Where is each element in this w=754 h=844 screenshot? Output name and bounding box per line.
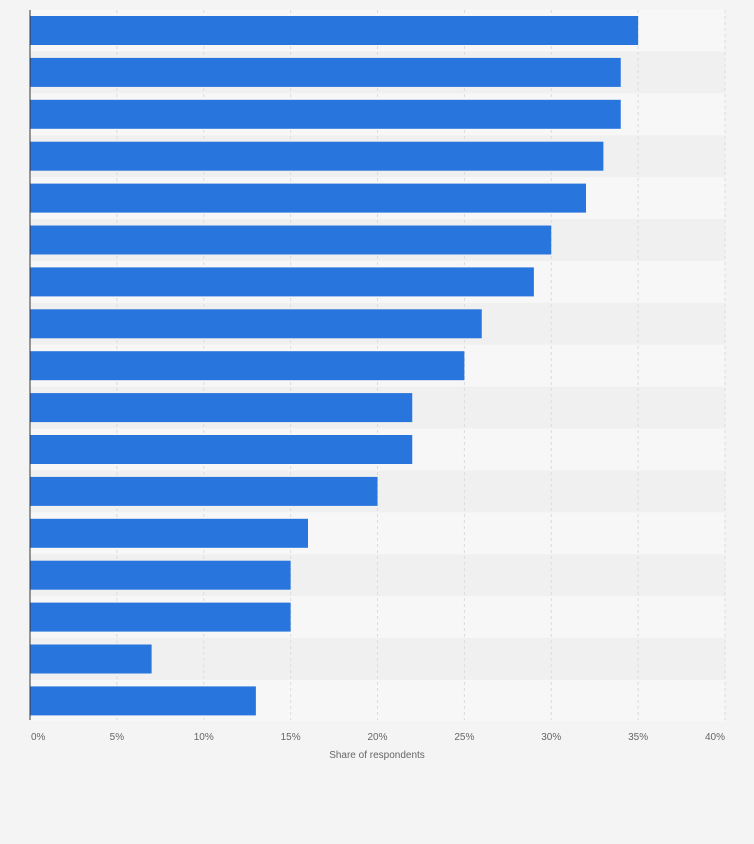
bar[interactable] — [30, 99, 621, 129]
bar[interactable] — [30, 476, 378, 506]
bar[interactable] — [30, 225, 552, 255]
bar[interactable] — [30, 686, 256, 716]
bar[interactable] — [30, 351, 465, 381]
x-tick-label: 20% — [367, 732, 387, 743]
bar[interactable] — [30, 267, 534, 297]
x-tick-label: 15% — [281, 732, 301, 743]
bar[interactable] — [30, 435, 413, 464]
bar[interactable] — [30, 309, 482, 339]
bar[interactable] — [30, 183, 586, 213]
x-tick-label: 10% — [194, 732, 214, 743]
x-tick-label: 35% — [628, 732, 648, 743]
x-axis-title: Share of respondents — [329, 750, 425, 761]
bar[interactable] — [30, 57, 621, 87]
bar[interactable] — [30, 560, 291, 590]
x-tick-label: 40% — [705, 732, 725, 743]
x-tick-label: 30% — [541, 732, 561, 743]
x-tick-label: 25% — [454, 732, 474, 743]
bar[interactable] — [30, 141, 604, 171]
x-tick-label: 5% — [110, 732, 125, 743]
bar[interactable] — [30, 602, 291, 632]
bar[interactable] — [30, 644, 152, 674]
bar[interactable] — [30, 518, 308, 548]
x-axis-ticks: 0% 5% 10% 15% 20% 25% 30% 35% 40% — [31, 732, 725, 743]
x-tick-label: 0% — [31, 732, 46, 743]
bars — [30, 16, 639, 716]
bar[interactable] — [30, 16, 639, 45]
bar[interactable] — [30, 393, 413, 423]
